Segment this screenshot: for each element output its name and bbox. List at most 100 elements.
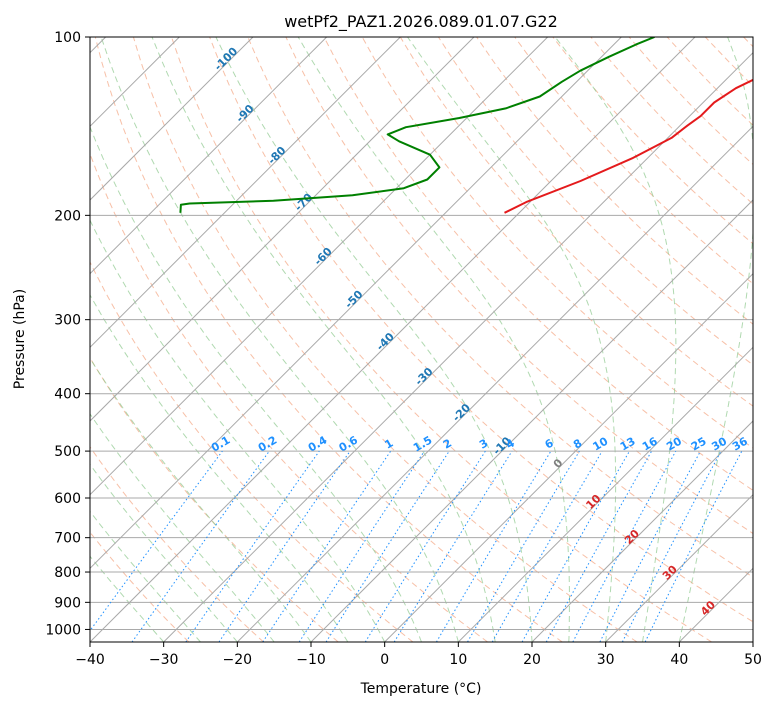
moist-adiabat <box>678 37 753 642</box>
dry-adiabat <box>247 37 753 578</box>
mixing-ratio-line <box>599 450 701 642</box>
mixing-ratio-line <box>131 450 270 642</box>
y-tick-label: 900 <box>54 595 81 611</box>
isotherm <box>605 493 753 642</box>
mixing-ratio-line <box>364 450 486 642</box>
y-tick-label: 100 <box>54 30 81 46</box>
isotherm <box>531 420 753 642</box>
isotherm <box>678 567 753 642</box>
y-tick-label: 200 <box>54 208 81 224</box>
isotherm-label: 40 <box>698 598 718 618</box>
isotherm-label: -70 <box>292 190 315 213</box>
x-axis: −40 −30 −20 −10 0 10 20 30 40 50 <box>75 642 762 668</box>
isotherm <box>90 37 696 642</box>
dry-adiabat <box>90 356 339 642</box>
x-tick-label: −40 <box>75 652 105 668</box>
dry-adiabat <box>323 37 753 491</box>
dry-adiabat <box>90 260 414 642</box>
dry-adiabat <box>132 37 638 642</box>
y-tick-label: 700 <box>54 531 81 547</box>
temperature-profile <box>504 78 753 214</box>
chart-title: wetPf2_PAZ1.2026.089.01.07.G22 <box>284 12 558 32</box>
moist-adiabat <box>90 463 238 642</box>
mixing-ratio-line <box>572 450 677 642</box>
moist-adiabat <box>151 37 496 642</box>
isotherm-label: -20 <box>450 401 473 424</box>
isotherm-label: -50 <box>342 288 365 311</box>
isotherm-label: 10 <box>583 492 603 512</box>
moist-adiabat <box>215 37 533 642</box>
dry-adiabat <box>94 37 563 642</box>
dry-adiabat <box>552 37 753 245</box>
mixing-ratio-line <box>298 450 425 642</box>
isotherm <box>90 37 328 275</box>
isotherm-label: 20 <box>622 527 642 547</box>
moist-adiabat <box>90 413 275 642</box>
mixing-ratio-line <box>262 450 392 642</box>
isotherm <box>384 272 753 642</box>
y-axis: 100 200 300 400 500 600 700 800 900 1000 <box>45 30 90 638</box>
dry-adiabat <box>437 37 753 366</box>
mixing-ratio-label: 6 <box>543 436 556 451</box>
mixing-ratio-label: 2 <box>441 437 454 452</box>
mixing-ratio-line <box>467 450 580 642</box>
x-tick-label: 40 <box>670 652 688 668</box>
dry-adiabat <box>514 37 753 285</box>
y-axis-label: Pressure (hPa) <box>12 289 28 389</box>
mixing-ratio-line <box>185 450 320 642</box>
isotherm <box>90 37 475 422</box>
x-tick-label: −20 <box>223 652 253 668</box>
y-tick-label: 600 <box>54 491 81 507</box>
background-lines <box>90 37 753 642</box>
moist-adiabat <box>90 294 349 642</box>
isotherm-label: -30 <box>412 365 435 388</box>
dry-adiabat <box>90 446 264 642</box>
mixing-ratio-line <box>545 450 653 642</box>
series-layer <box>179 37 753 214</box>
dry-adiabat <box>209 37 753 623</box>
isotherm <box>90 37 401 349</box>
isotherm-label: -90 <box>233 102 256 125</box>
isotherm <box>310 199 753 642</box>
isotherm <box>163 51 753 642</box>
moist-adiabat <box>297 37 570 642</box>
x-tick-label: −10 <box>296 652 326 668</box>
mixing-ratio-line <box>644 450 743 642</box>
dry-adiabat <box>285 37 753 535</box>
dewpoint-profile <box>179 37 655 213</box>
y-tick-label: 400 <box>54 387 81 403</box>
dry-adiabat <box>90 531 190 642</box>
isotherm <box>90 37 549 496</box>
isotherm <box>236 125 753 642</box>
isotherm-label: 30 <box>660 563 680 583</box>
isotherm-label: -60 <box>312 245 335 268</box>
moist-adiabat <box>90 125 422 642</box>
isotherm <box>752 641 753 642</box>
plot-frame <box>89 36 754 643</box>
mixing-ratio-line <box>90 450 223 632</box>
y-tick-label: 800 <box>54 565 81 581</box>
x-tick-label: 30 <box>597 652 615 668</box>
mixing-ratio-line <box>435 450 552 642</box>
dry-adiabat <box>743 37 753 48</box>
mixing-ratio-label: 3 <box>477 437 490 452</box>
x-axis-label: Temperature (°C) <box>360 681 482 697</box>
y-tick-label: 300 <box>54 313 81 329</box>
x-tick-label: 10 <box>449 652 467 668</box>
moist-adiabat <box>100 37 459 642</box>
dry-adiabat <box>171 37 712 642</box>
x-tick-label: −30 <box>149 652 179 668</box>
mixing-ratio-line <box>393 450 513 642</box>
dry-adiabat <box>476 37 753 325</box>
moist-adiabat <box>90 510 201 642</box>
moist-adiabat <box>90 219 386 642</box>
y-tick-label: 500 <box>54 444 81 460</box>
isotherm-label: -100 <box>212 44 241 73</box>
isotherm <box>457 346 753 642</box>
mixing-ratio-line <box>218 450 351 642</box>
isotherm <box>90 37 622 570</box>
mixing-ratio-line <box>521 450 630 642</box>
moist-adiabat <box>407 37 617 642</box>
y-tick-label: 1000 <box>45 622 81 638</box>
